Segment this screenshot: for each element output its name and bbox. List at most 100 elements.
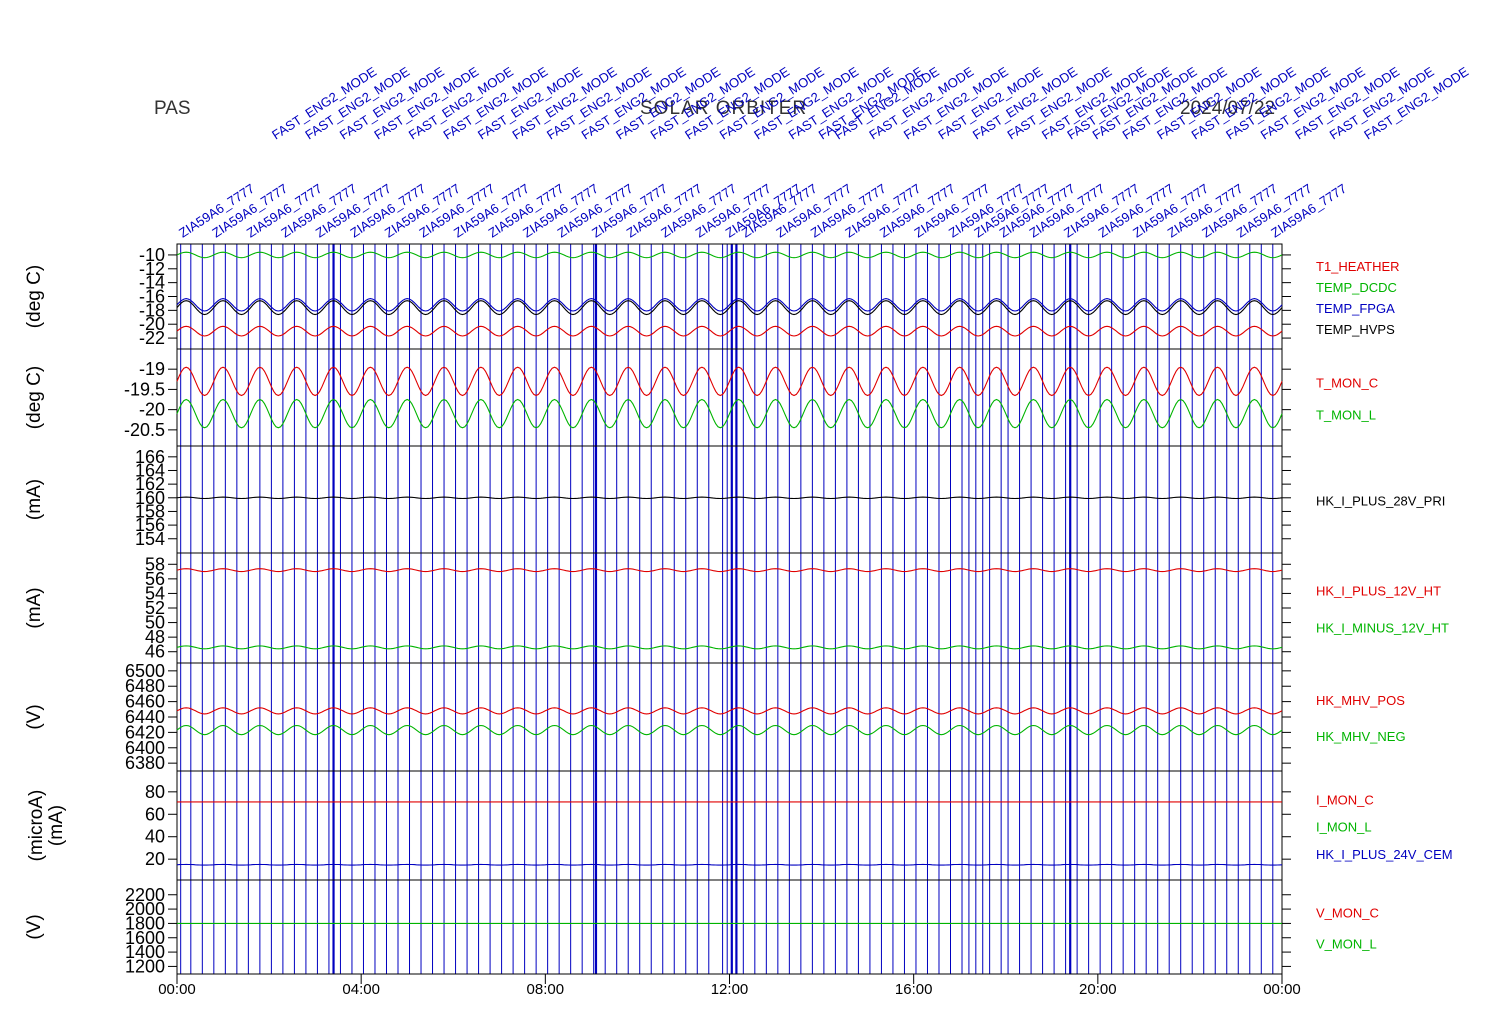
y-tick-label: 160 — [135, 488, 165, 508]
series-line — [176, 251, 1283, 259]
y-tick-label: 1600 — [125, 928, 165, 948]
x-tick-label: 20:00 — [1079, 981, 1117, 998]
y-tick-label: 158 — [135, 501, 165, 521]
y-axis-label: (deg C) — [24, 265, 45, 328]
y-tick-label: 1800 — [125, 913, 165, 933]
series-line — [176, 724, 1283, 736]
y-axis-label: (V) — [24, 914, 45, 939]
y-axis-label: (microA) — [26, 790, 47, 862]
panel-frame — [176, 243, 1283, 350]
y-tick-label: -12 — [139, 259, 165, 279]
y-axis-label-2: (mA) — [46, 805, 67, 846]
series-line — [176, 300, 1283, 316]
x-tick-label: 00:00 — [1263, 981, 1301, 998]
y-tick-label: 6420 — [125, 722, 165, 742]
y-tick-label: -22 — [139, 328, 165, 348]
x-tick-label: 12:00 — [711, 981, 749, 998]
series-legend-label: I_MON_C — [1316, 792, 1374, 807]
panel-frame — [176, 662, 1283, 772]
y-tick-label: 6480 — [125, 676, 165, 696]
y-tick-label: 56 — [145, 569, 165, 589]
series-line — [176, 325, 1283, 337]
y-axis-label: (V) — [24, 704, 45, 729]
y-tick-label: 6380 — [125, 753, 165, 773]
series-legend-label: V_MON_C — [1316, 905, 1379, 920]
series-legend-label: HK_MHV_POS — [1316, 693, 1405, 708]
y-tick-label: 6500 — [125, 661, 165, 681]
y-tick-label: 52 — [145, 598, 165, 618]
y-axis-label: (deg C) — [24, 366, 45, 429]
mission-label: SOLAR ORBITER — [640, 98, 808, 119]
y-tick-label: 6440 — [125, 707, 165, 727]
series-legend-label: T1_HEATHER — [1316, 259, 1400, 274]
series-line — [176, 707, 1283, 715]
y-axis-label: (mA) — [24, 479, 45, 520]
series-line — [176, 645, 1283, 650]
panel-2: -19-19.5-20-20.5 (deg C) T_MON_C T_MON_L — [24, 348, 1378, 447]
series-line — [176, 298, 1283, 312]
series-line — [176, 496, 1283, 500]
y-tick-label: 154 — [135, 529, 165, 549]
y-tick-label: 20 — [145, 849, 165, 869]
y-tick-label: -20 — [139, 314, 165, 334]
series-legend-label: TEMP_DCDC — [1316, 280, 1397, 295]
y-tick-label: -14 — [139, 273, 165, 293]
x-tick-label: 16:00 — [895, 981, 933, 998]
y-tick-label: -16 — [139, 287, 165, 307]
y-tick-label: 48 — [145, 627, 165, 647]
y-tick-label: 58 — [145, 554, 165, 574]
series-legend-label: HK_MHV_NEG — [1316, 729, 1406, 744]
y-tick-label: 6460 — [125, 692, 165, 712]
series-legend-label: T_MON_L — [1316, 408, 1376, 423]
panel-1: -10-12-14-16-18-20-22 (deg C) T1_HEATHER TE… — [24, 243, 1400, 350]
y-tick-label: 166 — [135, 447, 165, 467]
series-line — [176, 863, 1283, 866]
y-tick-label: 164 — [135, 460, 165, 480]
y-tick-label: 162 — [135, 474, 165, 494]
y-tick-label: 40 — [145, 827, 165, 847]
series-line — [176, 366, 1283, 397]
y-tick-label: -10 — [139, 245, 165, 265]
y-tick-label: 60 — [145, 804, 165, 824]
event-markers — [180, 244, 1274, 974]
series-legend-label: TEMP_FPGA — [1316, 301, 1395, 316]
y-tick-label: 46 — [145, 642, 165, 662]
panel-frame — [176, 552, 1283, 664]
series-legend-label: V_MON_L — [1316, 937, 1377, 952]
panel-frame — [176, 348, 1283, 447]
y-tick-label: 156 — [135, 515, 165, 535]
x-tick-label: 00:00 — [158, 981, 196, 998]
series-legend-label: HK_I_PLUS_24V_CEM — [1316, 847, 1453, 862]
series-line — [176, 398, 1283, 429]
y-tick-label: 1200 — [125, 956, 165, 976]
y-tick-label: 50 — [145, 613, 165, 633]
date-label: 2024/07/22 — [1180, 98, 1276, 119]
series-line — [176, 568, 1283, 573]
series-legend-label: T_MON_C — [1316, 375, 1378, 390]
x-tick-label: 04:00 — [342, 981, 380, 998]
instrument-label: PAS — [154, 98, 191, 119]
y-tick-label: -19 — [139, 359, 165, 379]
panel-frame — [176, 445, 1283, 554]
y-tick-label: 54 — [145, 583, 165, 603]
y-tick-label: -19.5 — [124, 379, 165, 399]
series-legend-label: I_MON_L — [1316, 820, 1372, 835]
y-tick-label: 2000 — [125, 899, 165, 919]
x-tick-label: 08:00 — [527, 981, 565, 998]
series-legend-label: HK_I_PLUS_12V_HT — [1316, 584, 1441, 599]
y-tick-label: 80 — [145, 782, 165, 802]
panel-frame — [176, 879, 1283, 975]
panel-frame — [176, 770, 1283, 881]
series-legend-label: TEMP_HVPS — [1316, 322, 1395, 337]
y-tick-label: -20.5 — [124, 420, 165, 440]
event-label-band: ZIA59A6_7777FAST_ENG2_MODEZIA59A6_7777FA… — [176, 64, 1471, 241]
y-tick-label: -20 — [139, 400, 165, 420]
y-axis-label: (mA) — [24, 587, 45, 628]
